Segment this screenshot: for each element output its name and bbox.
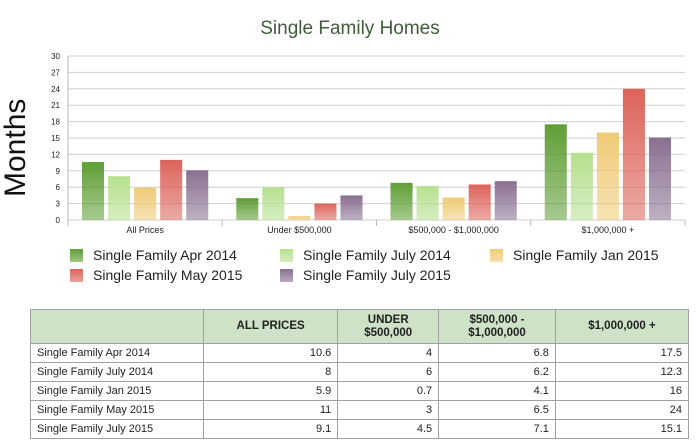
bar xyxy=(390,182,413,220)
bar xyxy=(236,198,259,220)
table-header-cell: UNDER $500,000 xyxy=(337,309,440,344)
y-tick-label: 15 xyxy=(51,134,60,143)
table-row: Single Family July 2014 8 6 6.2 12.3 xyxy=(30,362,690,382)
table-cell: 6.8 xyxy=(438,343,556,363)
bar xyxy=(108,176,131,220)
bar xyxy=(544,124,567,220)
data-table: ALL PRICES UNDER $500,000 $500,000 - $1,00… xyxy=(30,309,690,439)
row-label: Single Family July 2014 xyxy=(30,362,204,382)
y-tick-label: 21 xyxy=(51,101,60,110)
y-tick-label: 24 xyxy=(51,85,60,94)
table-cell: 6.5 xyxy=(438,400,556,420)
table-header-cell xyxy=(30,309,204,344)
bar xyxy=(314,203,337,220)
bar xyxy=(340,195,363,220)
y-tick-label: 6 xyxy=(56,183,61,192)
row-label: Single Family Jan 2015 xyxy=(30,381,204,401)
table-cell: 9.1 xyxy=(202,419,339,439)
table-header-cell: $500,000 - $1,000,000 xyxy=(438,309,556,344)
table-row: Single Family Apr 2014 10.6 4 6.8 17.5 xyxy=(30,343,690,363)
y-tick-label: 12 xyxy=(51,150,60,159)
table-cell: 17.5 xyxy=(554,343,690,363)
bar xyxy=(468,184,491,220)
bar xyxy=(82,162,105,220)
bar xyxy=(160,159,183,220)
chart-title: Single Family Homes xyxy=(260,18,440,39)
bar xyxy=(442,197,465,220)
table-cell: 4 xyxy=(337,343,440,363)
bar xyxy=(134,187,157,220)
bar-chart: 0 3 6 9 12 15 18 21 24 27 30 All Prices Under $500,0… xyxy=(51,52,686,235)
table-row: Single Family July 2015 9.1 4.5 7.1 15.1 xyxy=(30,419,690,439)
table-cell: 4.1 xyxy=(438,381,556,401)
table-header-cell: $1,000,000 + xyxy=(554,309,690,344)
bar xyxy=(494,181,517,220)
table-cell: 7.1 xyxy=(438,419,556,439)
table-cell: 8 xyxy=(202,362,339,382)
bar xyxy=(288,216,311,220)
row-label: Single Family May 2015 xyxy=(30,400,204,420)
y-tick-label: 3 xyxy=(56,200,61,209)
bar xyxy=(416,186,439,220)
table-cell: 4.5 xyxy=(337,419,440,439)
table-row: Single Family May 2015 11 3 6.5 24 xyxy=(30,400,690,420)
table-cell: 6.2 xyxy=(438,362,556,382)
table-cell: 12.3 xyxy=(554,362,690,382)
table-cell: 15.1 xyxy=(554,419,690,439)
row-label: Single Family July 2015 xyxy=(30,419,204,439)
table-cell: 3 xyxy=(337,400,440,420)
x-tick-label: $500,000 - $1,000,000 xyxy=(408,225,499,235)
y-tick-label: 27 xyxy=(51,68,60,77)
table-row: Single Family Jan 2015 5.9 0.7 4.1 16 xyxy=(30,381,690,401)
y-tick-label: 18 xyxy=(51,118,60,127)
table-cell: 16 xyxy=(554,381,690,401)
table-cell: 0.7 xyxy=(337,381,440,401)
table-cell: 24 xyxy=(554,400,690,420)
table-header-cell: ALL PRICES xyxy=(202,309,339,344)
row-label: Single Family Apr 2014 xyxy=(30,343,204,363)
table-cell: 5.9 xyxy=(202,381,339,401)
bar xyxy=(622,88,645,220)
bar xyxy=(186,170,209,220)
x-tick-label: All Prices xyxy=(126,225,164,235)
table-cell: 6 xyxy=(337,362,440,382)
y-tick-label: 9 xyxy=(56,167,61,176)
table-cell: 11 xyxy=(202,400,339,420)
y-tick-label: 0 xyxy=(56,216,61,225)
x-tick-label: $1,000,000 + xyxy=(581,225,634,235)
y-tick-label: 30 xyxy=(51,52,60,61)
table-header-row: ALL PRICES UNDER $500,000 $500,000 - $1,00… xyxy=(30,309,690,344)
bar xyxy=(570,152,593,220)
bar xyxy=(596,132,619,220)
x-tick-label: Under $500,000 xyxy=(267,225,332,235)
bar xyxy=(648,137,671,220)
bar xyxy=(262,187,285,220)
table-cell: 10.6 xyxy=(202,343,339,363)
